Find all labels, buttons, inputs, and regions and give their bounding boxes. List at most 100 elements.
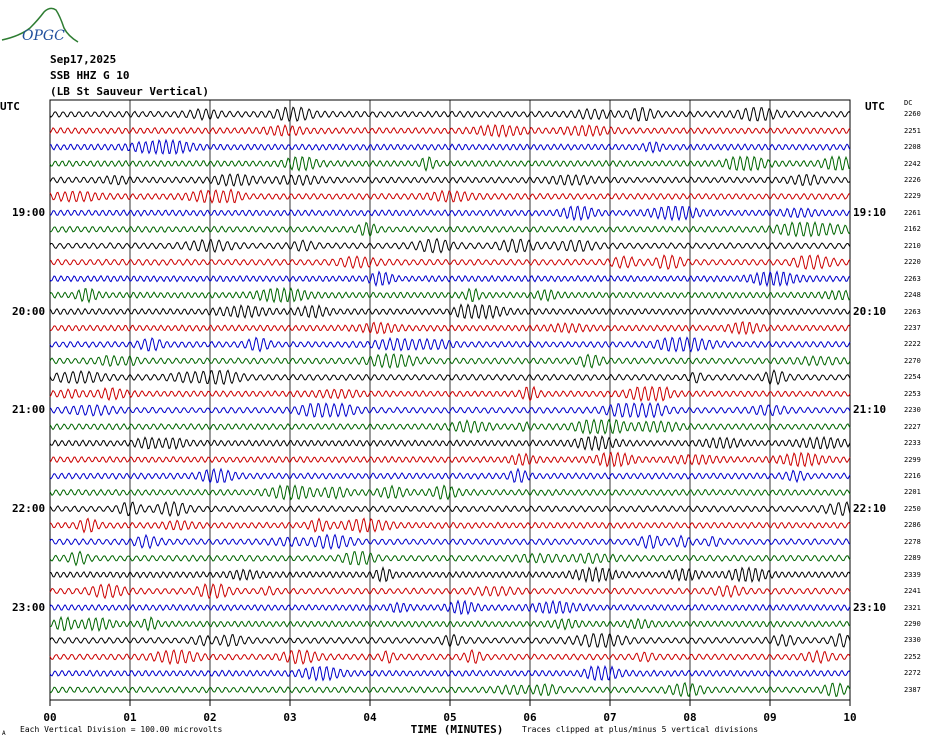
trace-line [49,173,851,187]
x-tick-label: 05 [443,711,457,724]
dc-offset-label: 2290 [904,620,921,628]
time-label-left: 19:00 [12,205,46,219]
trace-line [49,418,851,435]
x-tick-label: 08 [683,711,697,724]
dc-offset-label: 2222 [904,340,921,349]
x-tick-label: 00 [43,711,57,724]
dc-offset-label: 2260 [904,110,921,119]
dc-offset-label: 2251 [904,126,921,135]
dc-offset-label: 2270 [904,356,921,365]
dc-offset-label: 2330 [904,636,921,645]
dc-offset-label: 2254 [904,373,921,382]
dc-offset-label: 2201 [904,488,921,497]
trace-line [49,566,851,584]
trace-line [49,533,851,550]
trace-line [49,336,851,353]
time-label-right: 23:10 [853,600,887,614]
x-tick-label: 01 [123,711,137,724]
dc-offset-label: 2216 [904,472,921,480]
trace-line [49,205,851,222]
footer-tiny: A [2,730,6,737]
trace-line [49,155,851,172]
trace-line [49,270,851,288]
trace-line [49,583,851,600]
dc-offset-label: 2237 [904,324,921,332]
x-tick-label: 04 [363,711,377,724]
trace-line [49,550,851,567]
x-tick-label: 06 [523,711,537,724]
header-location: (LB St Sauveur Vertical) [50,85,209,98]
trace-line [49,599,851,616]
dc-offset-label: 2241 [904,587,921,596]
dc-offset-label: 2272 [904,669,921,678]
x-tick-label: 02 [203,711,217,724]
trace-line [49,369,851,386]
dc-offset-label: 2248 [904,291,921,300]
dc-offset-label: 2227 [904,422,921,431]
dc-offset-label: 2242 [904,159,921,168]
trace-line [49,352,851,369]
trace-line [49,681,851,698]
utc-label-left: UTC [0,100,20,113]
dc-offset-label: 2263 [904,274,921,283]
opgc-logo: OPGC [1,7,79,44]
footer-scale: Each Vertical Division = 100.00 microvol… [20,725,223,734]
logo-mountain-icon [1,7,79,43]
time-label-left: 20:00 [12,304,46,318]
time-label-left: 23:00 [12,600,46,614]
dc-label: DC [904,99,913,107]
logo-text: OPGC [22,28,65,44]
x-tick-label: 03 [283,711,297,724]
x-tick-label: 09 [763,711,777,724]
utc-label-right: UTC [865,100,885,113]
time-label-right: 20:10 [853,304,887,318]
dc-offset-label: 2220 [904,258,921,267]
dc-offset-label: 2250 [904,504,921,513]
trace-line [49,124,851,138]
trace-line [49,402,851,419]
header-station: SSB HHZ G 10 [50,69,130,82]
trace-line [49,500,851,517]
trace-line [49,237,851,254]
x-tick-label: 07 [603,711,617,724]
trace-line [49,220,851,238]
trace-line [49,648,851,666]
header-date: Sep17,2025 [50,53,117,66]
dc-offset-label: 2230 [904,406,921,415]
trace-line [50,615,851,633]
trace-line [49,188,851,204]
dc-offset-label: 2208 [904,143,921,152]
time-label-right: 21:10 [853,403,887,417]
dc-offset-label: 2263 [904,307,921,316]
x-axis-title: TIME (MINUTES) [410,723,504,736]
dc-offset-label: 2286 [904,521,921,530]
dc-offset-label: 2229 [904,192,921,201]
time-label-left: 22:00 [12,501,46,515]
dc-offset-label: 2162 [904,225,921,234]
trace-line [49,286,851,304]
dc-offset-label: 2387 [904,685,921,694]
trace-line [49,517,851,534]
trace-line [49,303,851,320]
trace-line [49,321,851,336]
dc-offset-label: 2253 [904,389,921,398]
dc-offset-label: 2252 [904,652,921,661]
dc-offset-label: 2299 [904,455,921,464]
dc-offset-label: 2226 [904,176,921,184]
dc-offset-label: 2233 [904,439,921,448]
trace-line [49,385,851,403]
dc-offset-label: 2261 [904,208,921,217]
footer-clip: Traces clipped at plus/minus 5 vertical … [522,725,759,734]
trace-line [49,254,851,271]
x-tick-label: 10 [843,711,857,724]
trace-line [49,106,851,122]
time-label-right: 19:10 [853,205,887,219]
trace-line [49,484,851,501]
dc-offset-label: 2339 [904,570,921,579]
trace-line [49,451,851,468]
trace-line [49,435,851,452]
trace-line [49,665,851,682]
dc-offset-label: 2289 [904,554,921,563]
trace-line [49,632,851,649]
